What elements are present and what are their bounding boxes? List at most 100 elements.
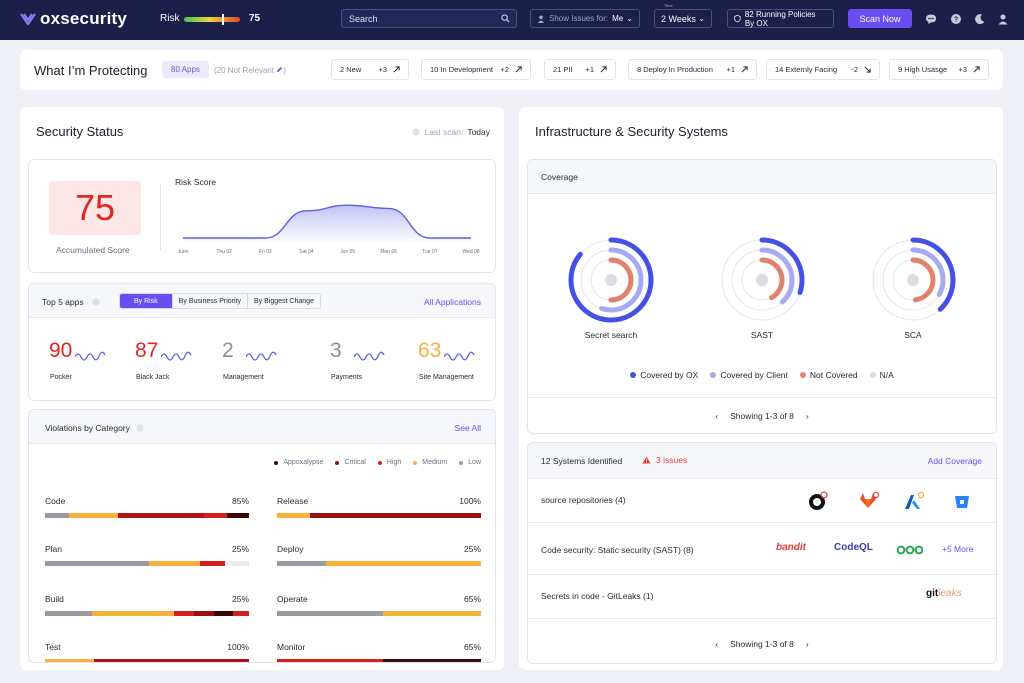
coverage-ring-arc [880,247,946,313]
system-row-gitleaks[interactable]: Secrets in code - GitLeaks (1) git leaks [528,575,996,619]
top-app-item[interactable]: 87 Black Jack [135,339,192,381]
violation-category-row[interactable]: Release 100% [277,496,481,520]
violation-category-row[interactable]: Build 25% [45,594,249,618]
system-row-sast[interactable]: Code security: Static security (SAST) (8… [528,523,996,575]
running-policies-button[interactable]: 82 Running Policies By OX [727,9,834,28]
risk-label: Risk [160,13,180,24]
legend-dot [799,372,806,378]
gitlab-icon [860,491,880,508]
coverage-ring-chart[interactable] [863,230,963,330]
tab-by-biggest-change[interactable]: By Biggest Change [253,297,314,305]
legend-dot [869,372,876,378]
next-page-icon[interactable]: › [805,410,809,421]
last-scan-value: Today [467,127,490,137]
violation-category-row[interactable]: Operate 65% [277,594,481,618]
violation-bar-segment [383,659,481,662]
legend-label: Critical [344,459,366,466]
app-name: Pocker [50,374,72,381]
profile-icon[interactable] [997,13,1009,25]
top-app-item[interactable]: 90 Pocker [49,339,106,381]
show-issues-dropdown[interactable]: Show Issues for: Me ⌄ [530,9,640,28]
legend-label: Appoxalypse [283,459,324,466]
top-app-item[interactable]: 3 Payments [330,339,385,381]
violations-header [29,410,495,444]
violation-bar-segment [91,611,174,616]
violation-category-row[interactable]: Test 100% [45,642,249,662]
all-applications-link[interactable]: All Applications [423,297,481,307]
prev-page-icon[interactable]: ‹ [715,639,719,649]
risk-score-x-tick: Fri 03 [259,249,272,255]
add-coverage-link[interactable]: Add Coverage [927,456,982,466]
info-icon [91,298,100,306]
violation-bar-segment [69,513,119,518]
chip-delta: +3 [378,65,387,74]
shield-icon [734,15,741,23]
next-page-icon[interactable]: › [805,639,809,649]
tab-by-business-priority[interactable]: By Business Priority [173,294,248,308]
violation-category-row[interactable]: Plan 25% [45,544,249,568]
scan-now-button[interactable]: Scan Now [848,9,912,28]
moon-icon[interactable] [974,13,986,25]
risk-score-x-tick: Jun 05 [340,249,355,255]
protecting-chip[interactable]: 8 Deploy In Production +1 [628,59,757,80]
systems-identified-label: 12 Systems Identified [541,456,623,466]
help-icon[interactable]: ? [950,13,962,25]
app-name: Payments [331,374,363,381]
coverage-header [528,160,996,194]
protecting-chip[interactable]: 21 PII +1 [544,59,616,80]
coverage-ring-arc [729,247,795,313]
risk-score-x-tick: Sat 04 [299,249,314,255]
protecting-chip[interactable]: 10 In Development +2 [421,59,531,80]
brand-name: oxsecurity [40,9,128,28]
violation-category-percent: 25% [231,544,249,554]
legend-dot [710,372,717,378]
semgrep-icon [897,545,923,555]
coverage-ring-chart[interactable] [712,230,812,330]
protecting-chip[interactable]: 9 High Usasge +3 [889,59,989,80]
accumulated-score-value: 75 [49,181,141,235]
top-app-item[interactable]: 2 Management [222,339,277,381]
violation-bar-segment [277,513,310,518]
violation-bar-segment [93,659,249,662]
top-app-item[interactable]: 63 Site Management [418,339,475,381]
see-all-link[interactable]: See All [454,423,481,433]
running-policies-label: 82 Running Policies By OX [744,9,816,28]
violation-bar-segment [224,561,249,566]
chip-delta: +3 [958,65,967,74]
coverage-legend-item: Covered by OX [630,370,698,380]
search-input[interactable]: Search [341,9,517,28]
not-relevant-link[interactable]: (20 Not Relevant ) [214,66,286,75]
systems-issues-badge[interactable]: 3 issues [642,455,687,465]
coverage-ring-arc [890,257,936,303]
violation-bar-segment [325,561,481,566]
violation-category-row[interactable]: Deploy 25% [277,544,481,568]
violation-stacked-bar [45,513,249,518]
protecting-chip[interactable]: 2 New +3 [331,59,409,80]
coverage-ring-label: SAST [750,330,774,340]
chip-label: 8 Deploy In Production [637,65,713,74]
risk-score-x-tick: Mon 06 [380,249,397,255]
arrow-up-right-icon [973,66,980,73]
apps-count-badge[interactable]: 80 Apps [162,61,209,78]
chat-icon[interactable] [925,13,937,25]
brand-logo[interactable]: oxsecurity [20,9,127,29]
coverage-ring-arc [578,247,644,313]
security-status-title: Security Status [36,124,124,139]
violation-category-row[interactable]: Monitor 65% [277,642,481,662]
system-row-source-repos[interactable]: source repositories (4) [528,479,996,523]
violation-category-percent: 85% [231,496,249,506]
legend-item: Appoxalypse [274,459,323,466]
risk-meter [184,17,240,22]
protecting-chip[interactable]: 14 Externly Facing -2 [766,59,880,80]
chip-label: 2 New [340,65,362,74]
violation-category-row[interactable]: Code 85% [45,496,249,520]
codeql-logo: CodeQL [834,542,873,553]
prev-page-icon[interactable]: ‹ [715,410,719,421]
time-range-dropdown[interactable]: 2 Weeks ⌄ [654,9,712,28]
coverage-ring-chart[interactable] [561,230,661,330]
app-risk-score: 90 [49,339,73,362]
violations-legend: Appoxalypse Critical High Medium Low [274,459,481,466]
violation-category-name: Test [45,642,61,652]
tab-by-risk[interactable]: By Risk [120,294,173,308]
more-tools-link[interactable]: +5 More [942,544,974,554]
